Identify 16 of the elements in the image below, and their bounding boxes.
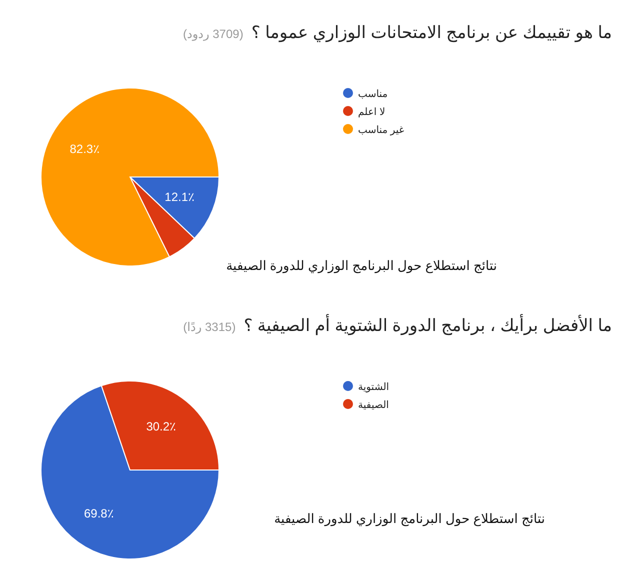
text: نتائج استطلاع حول البرنامج الوزاري للدورة الصيفية bbox=[226, 258, 497, 274]
data-label: 12.1٪ bbox=[164, 190, 194, 204]
legend-label: غير مناسب bbox=[358, 125, 404, 136]
legend-label: الشتوية bbox=[358, 382, 390, 393]
text: ما الأفضل برأيك ، برنامج الدورة الشتوية أم الصيفية ؟ bbox=[244, 316, 612, 335]
chart-subtitle: (3315 ردًا) bbox=[183, 320, 236, 334]
legend-label: مناسب bbox=[358, 89, 388, 100]
text: نتائج استطلاع حول البرنامج الوزاري للدورة الصيفية bbox=[274, 511, 545, 527]
data-label: 69.8٪ bbox=[84, 506, 114, 520]
chart-title: ما هو تقييمك عن برنامج الامتحانات الوزاري عموما ؟ bbox=[251, 23, 612, 42]
data-label: 82.3٪ bbox=[70, 142, 100, 156]
data-label: 30.2٪ bbox=[146, 420, 176, 434]
legend-label: لا اعلم bbox=[358, 107, 386, 118]
pie-slice bbox=[40, 88, 220, 266]
legend-label: الصيفية bbox=[358, 400, 389, 411]
chart-subtitle: (3709 ردود) bbox=[183, 27, 244, 41]
